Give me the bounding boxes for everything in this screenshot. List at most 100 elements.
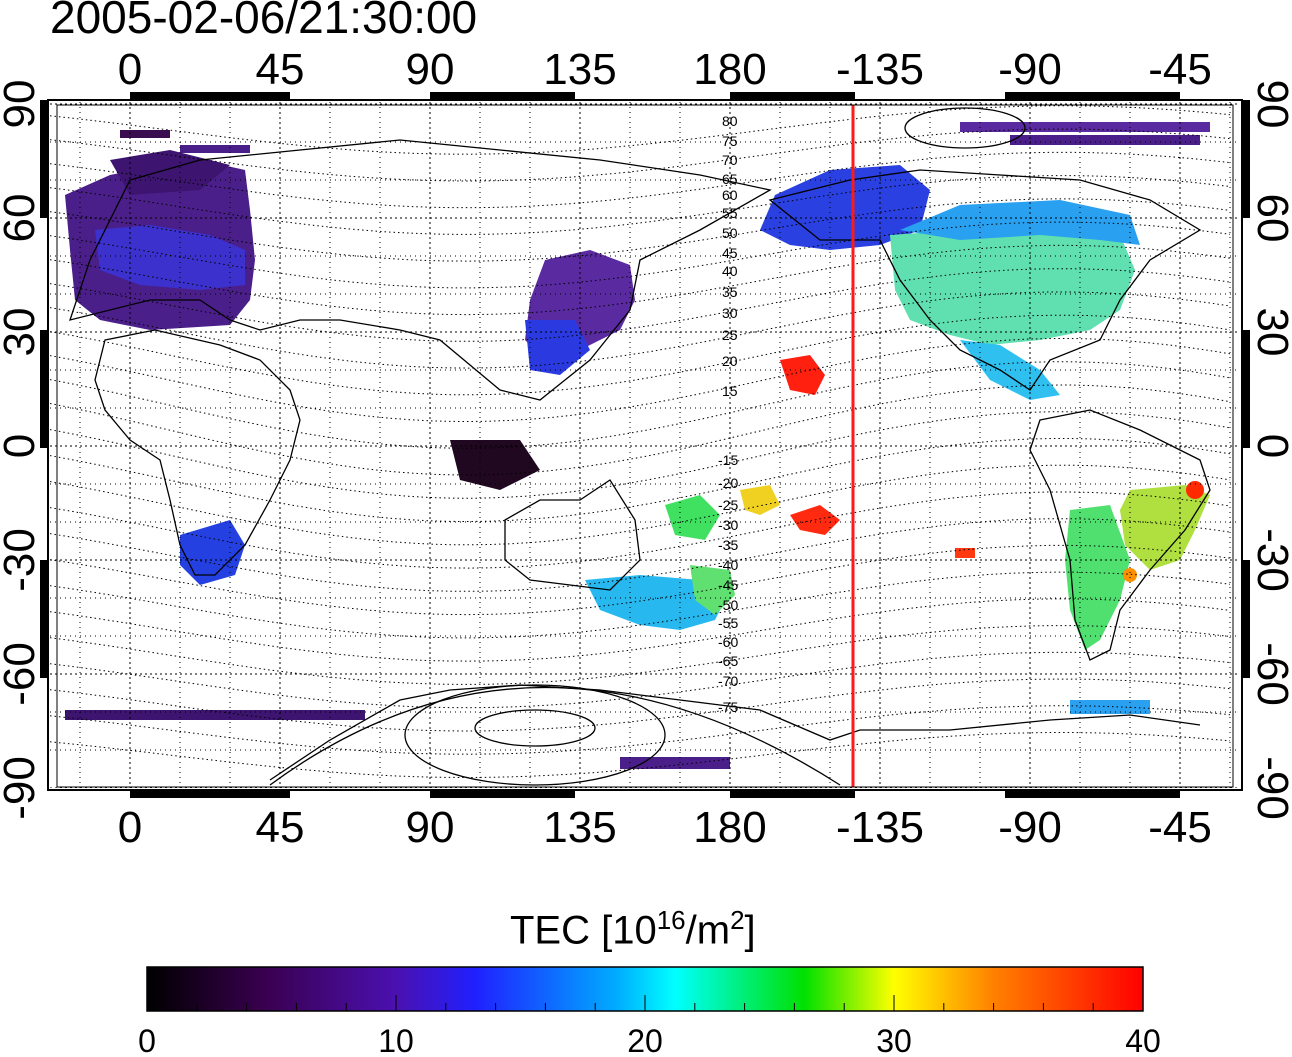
tec-region-australia — [585, 575, 725, 630]
tec-patch — [1070, 700, 1150, 714]
y-tick-label: 0 — [1248, 434, 1292, 458]
tec-region-alaska — [760, 165, 930, 250]
contour-label: 30 — [722, 305, 738, 321]
x-tick-label: 135 — [543, 45, 616, 94]
y-axis-left: 90 60 30 0 -30 -60 -90 — [0, 80, 44, 820]
tec-observations — [65, 122, 1210, 769]
contour-label: -65 — [718, 653, 738, 669]
x-tick-label: 180 — [693, 803, 766, 852]
colorbar-tick-labels: 0 10 20 30 40 — [138, 1023, 1161, 1057]
tec-warm-cluster — [740, 485, 780, 515]
tec-region-indonesia — [450, 440, 540, 490]
contour-label: 15 — [722, 383, 738, 399]
colorbar-label-mid: /m — [685, 908, 731, 953]
x-tick-label: -45 — [1148, 45, 1212, 94]
contour-label: -55 — [718, 615, 738, 631]
y-tick-label: -90 — [1248, 756, 1292, 820]
magnetic-contour-line — [50, 464, 1231, 546]
contour-label: -75 — [718, 699, 738, 715]
frame-bar-top — [430, 92, 575, 100]
colorbar-tick-label: 30 — [876, 1023, 912, 1057]
contour-label: 25 — [722, 327, 738, 343]
tec-region-scandinavia — [110, 150, 230, 195]
frame-bar-left — [40, 100, 48, 218]
coast-north-america — [768, 169, 1202, 391]
tec-hot-cluster — [780, 355, 825, 395]
magnetic-contour-line — [50, 544, 1231, 616]
colorbar-tick-marks — [146, 995, 1144, 1011]
x-tick-label: 0 — [118, 803, 142, 852]
tec-patch — [960, 122, 1210, 132]
map-frame — [40, 92, 1250, 798]
contour-label: -70 — [718, 673, 738, 689]
colorbar-label-exp2: 2 — [730, 905, 745, 935]
tec-patch — [1010, 135, 1200, 145]
magnetic-contour-line — [50, 705, 1231, 755]
magnetic-contour-line — [50, 151, 1231, 209]
y-tick-label: 90 — [0, 80, 44, 129]
contour-ellipse-north — [904, 107, 1026, 149]
contour-label: 35 — [722, 284, 738, 300]
colorbar: 0 10 20 30 40 — [138, 966, 1161, 1057]
magnetic-contours — [50, 105, 1231, 779]
magnetic-contour-line — [50, 105, 1231, 155]
colorbar-label-prefix: TEC [10 — [510, 908, 657, 953]
x-axis-top: 0 45 90 135 180 -135 -90 -45 — [118, 45, 1212, 94]
x-tick-label: -135 — [836, 803, 924, 852]
coast-eurasia — [69, 139, 772, 401]
y-tick-label: -60 — [0, 642, 44, 706]
tec-region-europe-blue — [95, 225, 245, 290]
magnetic-contour-line — [50, 268, 1231, 342]
magnetic-contour-line — [50, 438, 1231, 523]
frame-inner — [56, 104, 1234, 788]
magnetic-contour-line — [50, 361, 1231, 449]
colorbar-label-suffix: ] — [744, 908, 756, 953]
contour-label: -60 — [718, 634, 738, 650]
tec-warm-cluster — [665, 495, 720, 540]
magnetic-contour-line — [50, 338, 1231, 423]
contour-arc-south — [269, 686, 841, 786]
frame-bar-bottom — [130, 790, 290, 798]
x-axis-bottom: 0 45 90 135 180 -135 -90 -45 — [118, 803, 1212, 852]
contour-label: 45 — [722, 245, 738, 261]
y-tick-label: -90 — [0, 756, 44, 820]
x-tick-label: 135 — [543, 803, 616, 852]
contour-label: 65 — [722, 171, 738, 187]
magnetic-contour-line — [50, 651, 1231, 709]
frame-bar-bottom — [1005, 790, 1180, 798]
frame-bar-bottom — [430, 790, 575, 798]
x-tick-label: 0 — [118, 45, 142, 94]
x-tick-label: 180 — [693, 45, 766, 94]
map-title: 2005-02-06/21:30:00 — [50, 0, 478, 43]
y-tick-label: 60 — [1248, 194, 1292, 243]
coast-antarctica — [269, 684, 1201, 781]
y-tick-label: 90 — [1248, 80, 1292, 129]
tec-hot-spot — [1186, 481, 1204, 499]
y-tick-label: 30 — [1248, 308, 1292, 357]
colorbar-tick-label: 0 — [138, 1023, 156, 1057]
magnetic-contour-line — [50, 678, 1231, 732]
colorbar-tick-label: 10 — [378, 1023, 414, 1057]
magnetic-contour-line — [50, 244, 1231, 316]
tec-patch — [65, 710, 365, 720]
frame-bar-left — [40, 560, 48, 678]
magnetic-contour-line — [50, 198, 1231, 262]
colorbar-label-exp1: 16 — [656, 905, 686, 935]
x-tick-label: -45 — [1148, 803, 1212, 852]
contour-label: -35 — [718, 537, 738, 553]
contour-label: -25 — [718, 497, 738, 513]
contour-label: 70 — [722, 152, 738, 168]
magnetic-contour-line — [50, 411, 1231, 499]
frame-bar-top — [130, 92, 290, 100]
y-tick-label: 30 — [0, 308, 44, 357]
x-tick-label: 90 — [406, 803, 455, 852]
colorbar-tick-label: 20 — [627, 1023, 663, 1057]
x-tick-label: -90 — [998, 803, 1062, 852]
magnetic-contour-line — [50, 518, 1231, 592]
tec-patch — [120, 130, 170, 138]
magnetic-contour-line — [50, 598, 1231, 662]
frame-bar-right — [1242, 330, 1250, 448]
x-tick-label: -90 — [998, 45, 1062, 94]
